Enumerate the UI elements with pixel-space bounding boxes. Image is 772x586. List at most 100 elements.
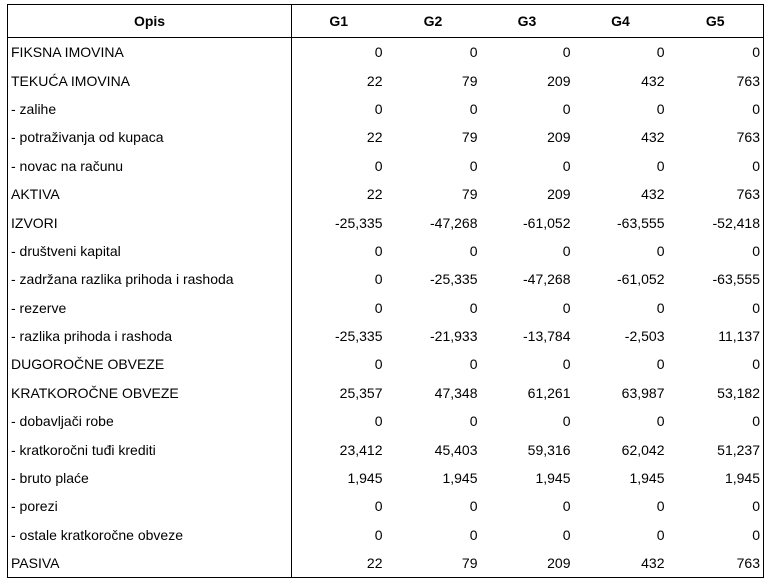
value-cell: -25,335 (335, 328, 383, 345)
header-row: Opis G1 G2 G3 G4 G5 (7, 4, 764, 38)
table-row: - rezerve 0 0 0 0 0 (7, 293, 764, 322)
value-cell: 1,945 (442, 470, 478, 487)
row-label: - ostale kratkoročne obveze (7, 520, 292, 550)
value-cell: 63,987 (621, 384, 665, 401)
value-cell: -47,268 (430, 214, 478, 231)
value-cell: 0 (469, 356, 478, 373)
value-cell: -13,784 (523, 328, 571, 345)
value-cell: 0 (562, 157, 571, 174)
row-label: - bruto plaće (7, 463, 292, 493)
value-cell: 62,042 (621, 441, 665, 458)
value-cell: 0 (562, 498, 571, 515)
value-cell: 79 (461, 555, 478, 572)
value-cell: 0 (656, 44, 665, 61)
table-row: - dobavljači robe 0 0 0 0 0 (7, 407, 764, 436)
row-label: FIKSNA IMOVINA (7, 37, 292, 67)
value-cell: 45,403 (434, 441, 478, 458)
value-cell: 0 (752, 498, 760, 515)
header-cell: Opis (7, 4, 292, 38)
value-cell: 61,261 (527, 384, 571, 401)
value-cell: 0 (752, 299, 760, 316)
value-cell: 0 (374, 413, 383, 430)
value-cell: 432 (641, 186, 665, 203)
header-cell: G3 (480, 4, 574, 38)
value-cell: 1,945 (347, 470, 383, 487)
value-cell: 0 (374, 157, 383, 174)
table-row: KRATKOROČNE OBVEZE 25,357 47,348 61,261 63,9… (7, 378, 764, 408)
value-cell: 0 (374, 356, 383, 373)
value-cell: -2,503 (624, 328, 665, 345)
value-cell: 0 (656, 526, 665, 543)
value-cell: 0 (656, 299, 665, 316)
value-cell: -21,933 (430, 328, 478, 345)
table-wrap: Opis G1 G2 G3 G4 G5 FIKSNA IMOVINA 0 0 0 0 0 TEKUĆA… (7, 4, 764, 579)
value-cell: 0 (656, 498, 665, 515)
value-cell: 209 (547, 129, 571, 146)
value-cell: 0 (469, 242, 478, 259)
value-cell: 79 (461, 129, 478, 146)
value-cell: 0 (374, 242, 383, 259)
table-row: - razlika prihoda i rashoda -25,335 -21,93… (7, 321, 764, 351)
table-row: - potraživanja od kupaca 22 79 209 432 763 (7, 123, 764, 152)
value-cell: 0 (562, 242, 571, 259)
table-row: IZVORI -25,335 -47,268 -61,052 -63,555 -52,41… (7, 208, 764, 237)
value-cell: 23,412 (339, 441, 383, 458)
table-row: - zadržana razlika prihoda i rashoda 0 -25… (7, 265, 764, 294)
table-row: - porezi 0 0 0 0 0 (7, 492, 764, 521)
value-cell: 763 (736, 186, 760, 203)
value-cell: 22 (366, 129, 383, 146)
table-row: FIKSNA IMOVINA 0 0 0 0 0 (7, 37, 764, 67)
value-cell: -63,555 (617, 214, 665, 231)
table-row: DUGOROČNE OBVEZE 0 0 0 0 0 (7, 350, 764, 379)
value-cell: 0 (374, 526, 383, 543)
row-label: DUGOROČNE OBVEZE (7, 350, 292, 379)
value-cell: 1,945 (724, 470, 760, 487)
value-cell: -61,052 (523, 214, 571, 231)
value-cell: 432 (641, 129, 665, 146)
value-cell: 0 (656, 356, 665, 373)
value-cell: 22 (366, 186, 383, 203)
value-cell: 0 (752, 100, 760, 117)
value-cell: 0 (469, 299, 478, 316)
value-cell: 51,237 (717, 441, 760, 458)
value-cell: 0 (469, 100, 478, 117)
value-cell: -63,555 (712, 271, 760, 288)
value-cell: 0 (469, 44, 478, 61)
row-label: TEKUĆA IMOVINA (7, 66, 292, 95)
value-cell: 11,137 (718, 328, 760, 345)
table-row: TEKUĆA IMOVINA 22 79 209 432 763 (7, 66, 764, 95)
table-row: - društveni kapital 0 0 0 0 0 (7, 236, 764, 266)
row-label: - porezi (7, 492, 292, 521)
row-label: - zalihe (7, 94, 292, 124)
row-label: - dobavljači robe (7, 407, 292, 436)
value-cell: -25,335 (335, 214, 383, 231)
row-label: - društveni kapital (7, 236, 292, 266)
value-cell: 0 (656, 157, 665, 174)
value-cell: 763 (736, 555, 760, 572)
value-cell: 0 (752, 526, 760, 543)
balance-table: Opis G1 G2 G3 G4 G5 FIKSNA IMOVINA 0 0 0 0 0 TEKUĆA… (7, 4, 764, 579)
row-label: IZVORI (7, 208, 292, 237)
table-row: - ostale kratkoročne obveze 0 0 0 0 0 (7, 520, 764, 550)
table-row: AKTIVA 22 79 209 432 763 (7, 179, 764, 209)
value-cell: 0 (656, 413, 665, 430)
value-cell: 0 (752, 44, 760, 61)
row-label: PASIVA (7, 549, 292, 578)
row-label: - kratkoročni tuđi krediti (7, 435, 292, 464)
value-cell: 0 (562, 44, 571, 61)
value-cell: 0 (752, 413, 760, 430)
table-body: FIKSNA IMOVINA 0 0 0 0 0 TEKUĆA IMOVINA 22 79 209… (7, 37, 764, 578)
value-cell: 47,348 (434, 384, 478, 401)
value-cell: 0 (752, 157, 760, 174)
value-cell: 0 (562, 413, 571, 430)
value-cell: 59,316 (527, 441, 571, 458)
value-cell: 1,945 (629, 470, 665, 487)
table-row: - novac na računu 0 0 0 0 0 (7, 151, 764, 180)
value-cell: 0 (374, 44, 383, 61)
table-row: - bruto plaće 1,945 1,945 1,945 1,945 1,945 (7, 463, 764, 493)
header-cell: G4 (573, 4, 668, 38)
value-cell: 0 (562, 299, 571, 316)
row-label: AKTIVA (7, 179, 292, 209)
table-row: - zalihe 0 0 0 0 0 (7, 94, 764, 124)
